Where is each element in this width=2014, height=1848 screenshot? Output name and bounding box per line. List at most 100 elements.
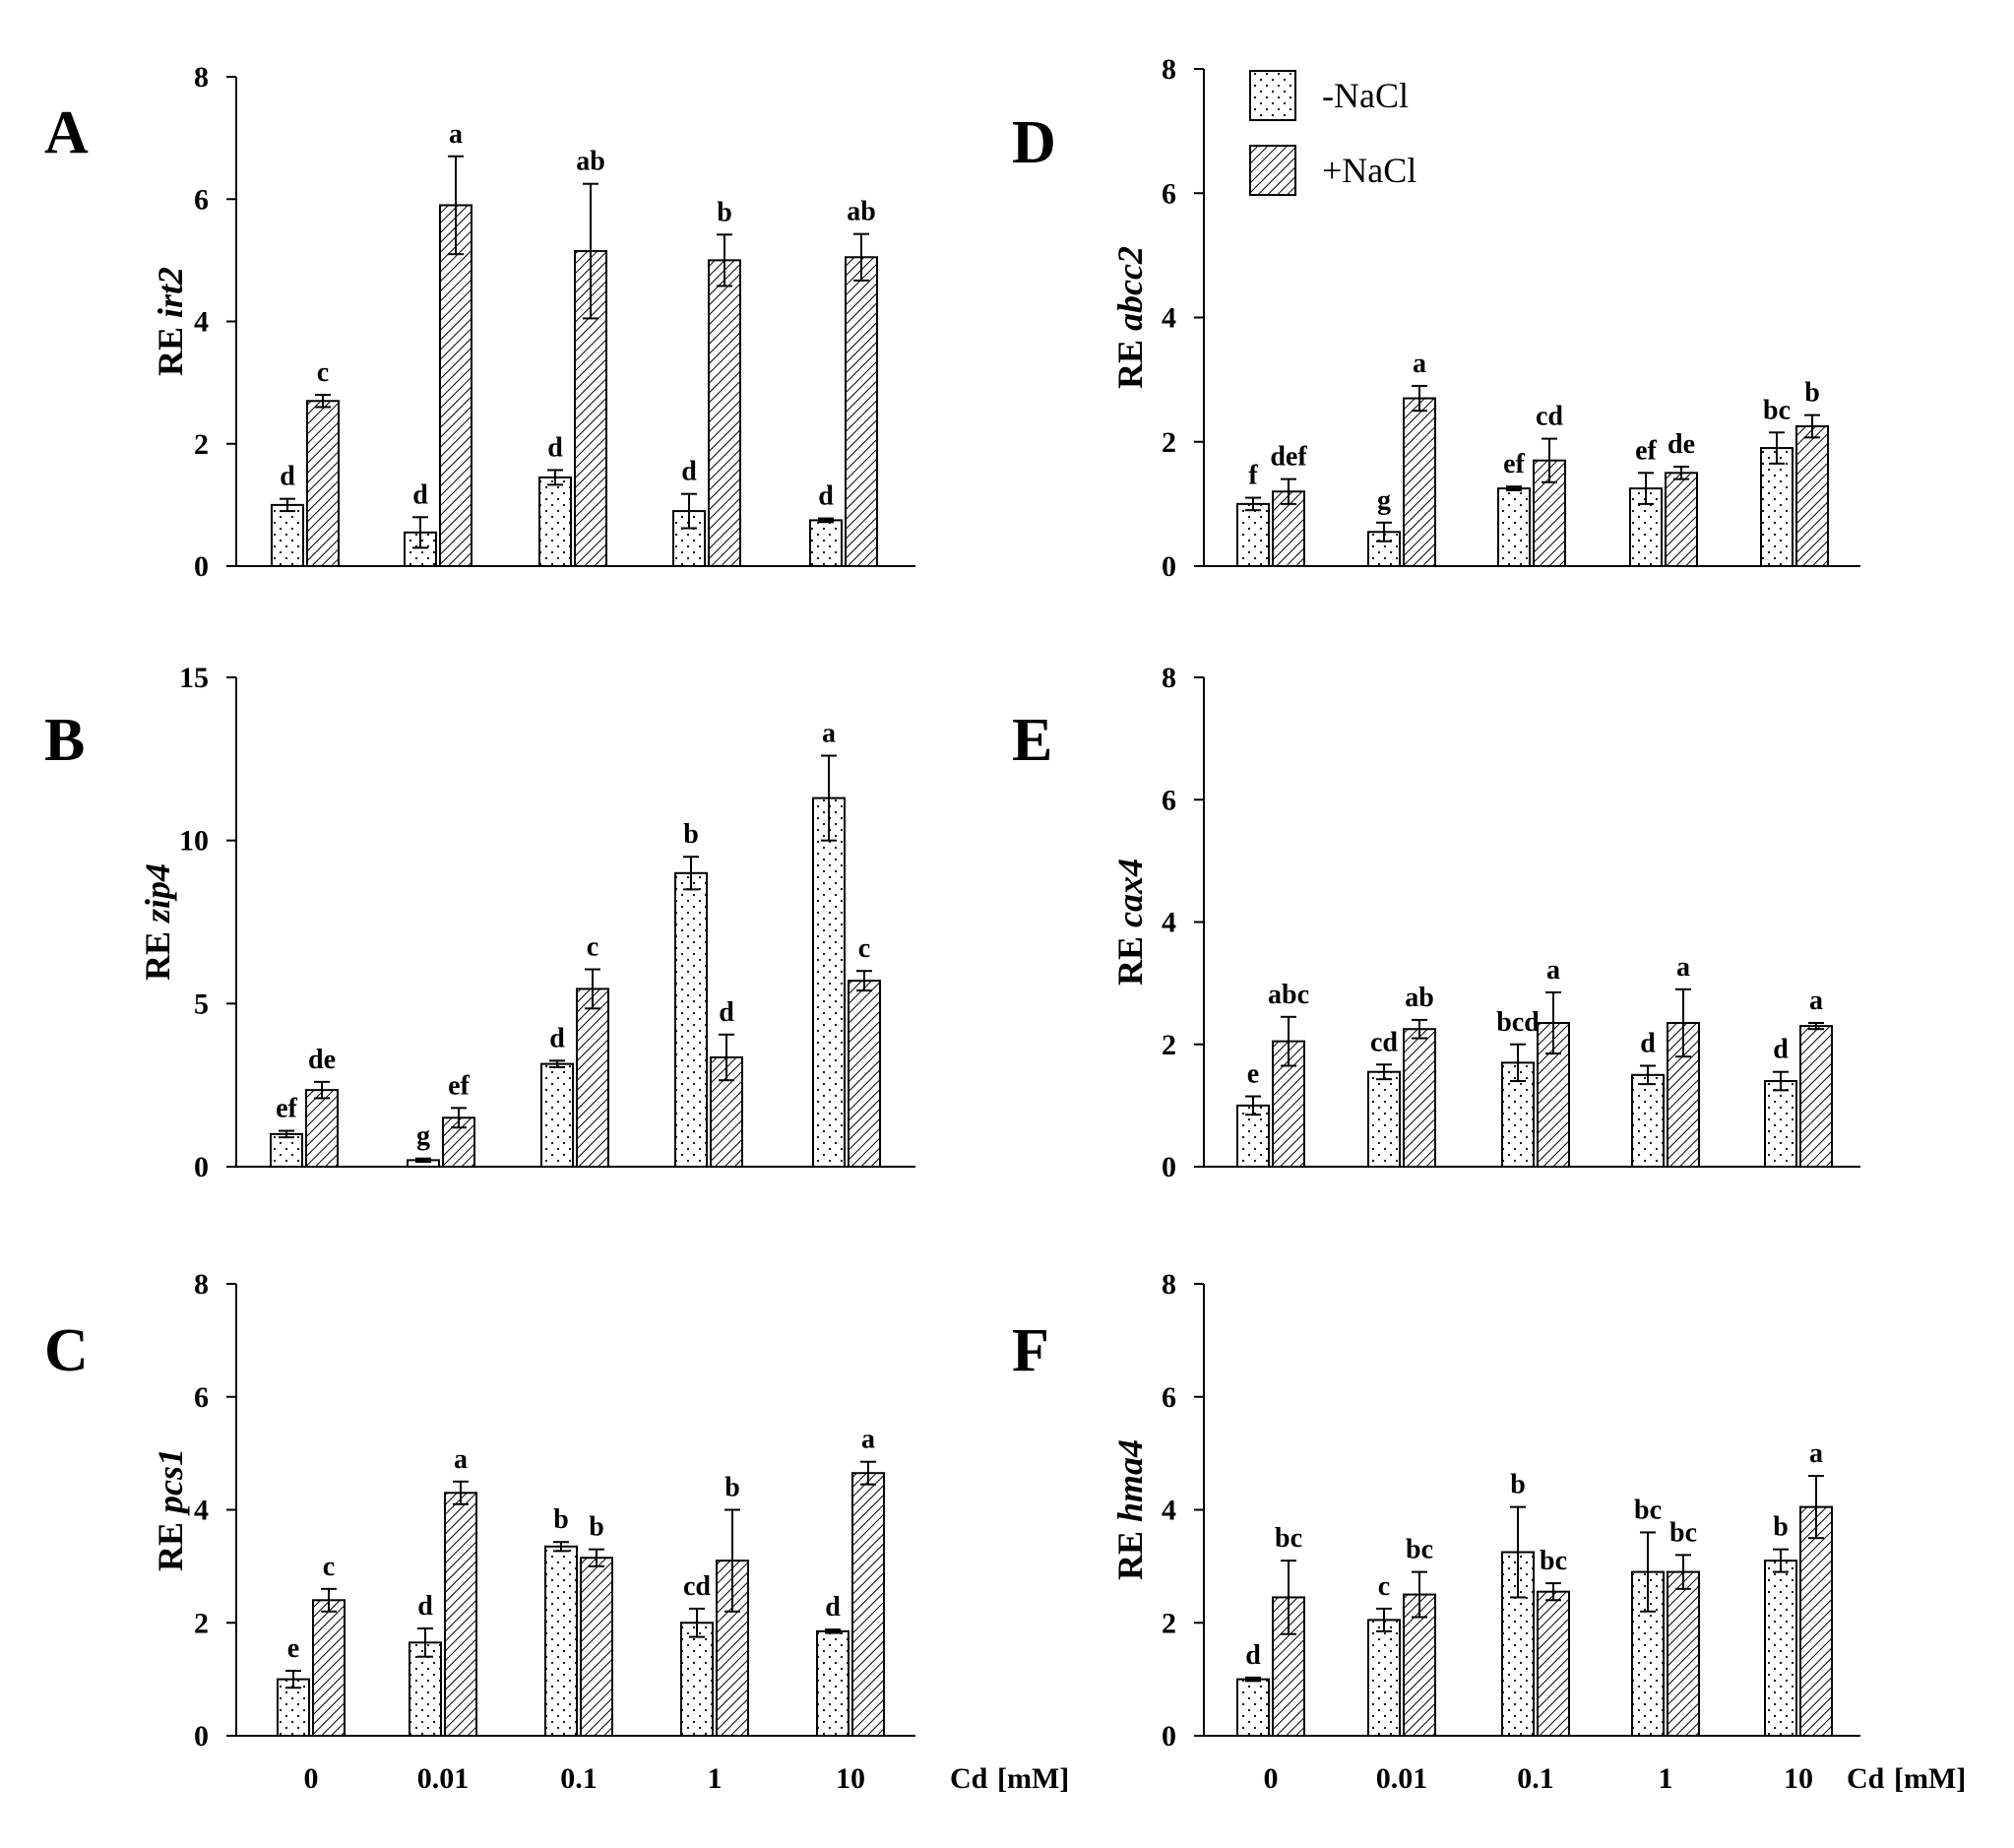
bar-b-plus-nacl: [576, 988, 609, 1168]
y-axis-label-f: RE hma4: [1110, 1439, 1150, 1580]
significance-label-c: a: [454, 1444, 468, 1475]
y-tick-label-f: 8: [1162, 1268, 1176, 1301]
significance-label-f: bc: [1275, 1523, 1302, 1554]
x-unit-mm-left: [mM]: [997, 1762, 1069, 1795]
significance-label-e: a: [1676, 952, 1690, 983]
significance-label-a: d: [681, 457, 697, 487]
bar-c-plus-nacl: [444, 1492, 477, 1737]
panel-letter-b: B: [44, 707, 85, 774]
significance-label-b: d: [719, 997, 734, 1028]
y-tick-label-f: 6: [1162, 1381, 1176, 1414]
legend-swatch-minus-nacl: [1249, 70, 1296, 121]
x-tick-label-f: 10: [1784, 1762, 1813, 1795]
significance-label-e: a: [1546, 955, 1560, 986]
bar-c-plus-nacl: [312, 1599, 346, 1738]
bar-b-minus-nacl: [270, 1132, 303, 1169]
y-tick-label-d: 4: [1162, 302, 1176, 335]
y-tick-label-d: 6: [1162, 177, 1176, 210]
y-tick-label-f: 0: [1162, 1720, 1176, 1752]
y-tick-label-a: 0: [194, 550, 209, 583]
significance-label-c: a: [861, 1425, 875, 1455]
y-axis-label-prefix: RE: [1110, 927, 1150, 986]
bar-a-minus-nacl: [271, 503, 304, 567]
x-unit-cd-right: Cd: [1847, 1762, 1885, 1795]
bar-d-minus-nacl: [1236, 502, 1270, 567]
significance-label-b: ef: [448, 1070, 470, 1101]
y-tick-label-e: 2: [1162, 1029, 1176, 1061]
panel-letter-c: C: [44, 1317, 89, 1384]
bar-b-minus-nacl: [674, 871, 708, 1168]
y-tick-label-e: 8: [1162, 662, 1176, 694]
y-tick-label-b: 15: [179, 662, 209, 694]
panel-e: E 0 2 4 6 8 RE cax4 e cd bcd d d abc ab a a a: [1012, 662, 1860, 1183]
bar-f-plus-nacl: [1799, 1505, 1833, 1737]
y-axis-label-gene: pcs1: [151, 1448, 190, 1516]
significance-label-e: abc: [1268, 980, 1309, 1010]
significance-label-b: c: [858, 933, 870, 964]
significance-label-a: a: [449, 119, 463, 150]
y-tick-label-d: 8: [1162, 53, 1176, 86]
legend-label-minus-nacl: -NaCl: [1322, 76, 1409, 115]
significance-label-a: c: [317, 357, 329, 388]
significance-label-b: ef: [276, 1094, 297, 1124]
y-tick-label-c: 6: [194, 1381, 209, 1414]
x-tick-label-c: 0: [304, 1762, 319, 1795]
significance-label-c: d: [417, 1591, 433, 1622]
significance-label-f: bc: [1634, 1495, 1662, 1525]
bar-f-minus-nacl: [1367, 1619, 1401, 1737]
panel-letter-a: A: [44, 99, 89, 166]
y-axis-label-prefix: RE: [1110, 331, 1150, 389]
y-tick-label-a: 6: [194, 183, 209, 216]
y-tick-label-c: 2: [194, 1607, 209, 1639]
x-tick-label-f: 0.1: [1517, 1762, 1554, 1795]
bar-e-minus-nacl: [1631, 1073, 1665, 1168]
x-tick-label-f: 1: [1659, 1762, 1673, 1795]
significance-label-f: d: [1245, 1640, 1261, 1671]
panel-d: D 0 2 4 6 8 RE abcc2 f g ef ef bc def a cd de b: [1012, 53, 1860, 583]
bar-a-minus-nacl: [809, 519, 843, 567]
significance-label-c: d: [825, 1592, 841, 1623]
y-axis-label-e: RE cax4: [1110, 859, 1150, 986]
y-axis-label-gene: zip4: [138, 863, 177, 924]
significance-label-c: c: [323, 1552, 335, 1582]
x-tick-label-f: 0.01: [1376, 1762, 1428, 1795]
y-tick-label-a: 2: [194, 428, 209, 461]
significance-label-f: bc: [1406, 1535, 1433, 1565]
bar-d-minus-nacl: [1497, 487, 1531, 567]
y-axis-label-prefix: RE: [151, 1513, 190, 1571]
bar-c-minus-nacl: [816, 1629, 850, 1737]
bar-d-plus-nacl: [1533, 459, 1566, 567]
significance-label-c: b: [553, 1504, 569, 1535]
significance-label-f: c: [1378, 1571, 1390, 1602]
y-tick-label-b: 0: [194, 1151, 209, 1183]
significance-label-d: de: [1668, 429, 1695, 460]
y-tick-label-e: 0: [1162, 1151, 1176, 1183]
y-tick-label-b: 10: [179, 825, 209, 858]
x-tick-label-c: 0.1: [560, 1762, 598, 1795]
significance-label-a: d: [280, 462, 295, 492]
x-unit-mm-right: [mM]: [1894, 1762, 1966, 1795]
y-tick-label-c: 4: [194, 1495, 209, 1527]
x-tick-label-c: 1: [708, 1762, 723, 1795]
significance-label-a: d: [547, 432, 563, 463]
significance-label-a: d: [818, 481, 834, 512]
significance-label-b: g: [416, 1121, 430, 1152]
significance-label-e: e: [1247, 1059, 1259, 1090]
y-axis-label-gene: irt2: [151, 267, 190, 318]
significance-label-b: de: [308, 1045, 336, 1075]
bar-a-plus-nacl: [845, 256, 878, 567]
y-tick-label-f: 4: [1162, 1495, 1176, 1527]
bar-f-minus-nacl: [1764, 1560, 1797, 1737]
significance-label-c: e: [287, 1633, 299, 1664]
y-tick-label-d: 2: [1162, 426, 1176, 459]
bar-c-plus-nacl: [851, 1472, 885, 1738]
x-tick-label-f: 0: [1264, 1762, 1279, 1795]
bar-c-minus-nacl: [680, 1622, 714, 1737]
significance-label-e: a: [1809, 986, 1823, 1016]
y-axis-label-gene: abcc2: [1110, 246, 1150, 331]
legend-label-plus-nacl: +NaCl: [1322, 151, 1416, 190]
bar-d-minus-nacl: [1760, 447, 1794, 567]
